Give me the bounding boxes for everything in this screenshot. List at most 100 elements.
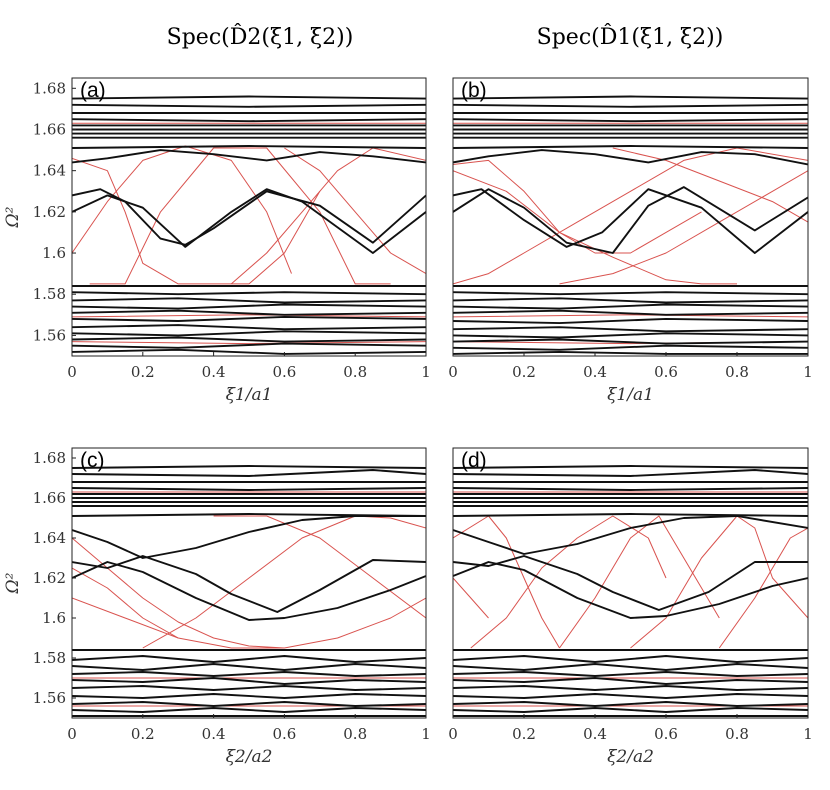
band-black-line (453, 350, 808, 355)
band-black-line (72, 145, 426, 149)
panel-label: (d) (461, 449, 487, 472)
band-black-line (72, 555, 426, 613)
band-black-line (72, 513, 426, 517)
y-tick-label: 1.62 (33, 203, 66, 221)
x-tick-label: 0.6 (654, 363, 678, 381)
band-black-line (453, 297, 808, 304)
x-tick-label: 0.2 (131, 363, 155, 381)
band-black-line (453, 513, 808, 517)
series-group (72, 465, 426, 717)
band-black-line (453, 303, 808, 310)
x-tick-label: 0.4 (202, 725, 226, 743)
y-tick-label: 1.64 (33, 529, 66, 547)
x-tick-label: 1 (803, 363, 813, 381)
band-red-line (89, 147, 391, 285)
y-tick-label: 1.6 (42, 609, 66, 627)
band-black-line (72, 487, 426, 491)
band-black-line (453, 487, 808, 491)
x-tick-label: 0.4 (202, 363, 226, 381)
band-black-line (72, 297, 426, 304)
band-black-line (72, 118, 426, 123)
band-black-line (72, 465, 426, 469)
y-axis-label: Ω² (3, 206, 23, 228)
x-axis-label: ξ2/a2 (226, 747, 273, 767)
band-black-line (453, 149, 808, 166)
band-black-line (72, 677, 426, 685)
x-tick-label: 0.8 (725, 725, 749, 743)
band-black-line (72, 95, 426, 100)
band-red-line (453, 170, 737, 285)
panel-label: (a) (80, 79, 106, 102)
band-red-line (72, 314, 426, 318)
band-black-line (453, 344, 808, 351)
band-black-line (72, 309, 426, 316)
x-tick-label: 0.2 (131, 725, 155, 743)
band-black-line (453, 145, 808, 149)
band-red-line (72, 145, 292, 274)
y-axis-label: Ω² (3, 572, 23, 594)
band-black-line (453, 515, 808, 555)
band-black-line (453, 561, 808, 619)
x-tick-label: 1 (803, 725, 813, 743)
band-black-line (72, 515, 426, 559)
band-black-line (72, 149, 426, 164)
y-tick-label: 1.66 (33, 489, 66, 507)
x-tick-label: 0 (67, 725, 77, 743)
band-black-line (72, 188, 426, 246)
band-red-line (718, 527, 808, 649)
band-red-line (470, 515, 667, 649)
x-tick-label: 1 (421, 363, 431, 381)
band-black-line (72, 701, 426, 707)
band-red-line (559, 515, 720, 649)
band-red-line (453, 147, 808, 285)
band-black-line (72, 324, 426, 331)
band-black-line (453, 677, 808, 685)
band-red-line (453, 314, 808, 318)
y-tick-label: 1.68 (33, 449, 66, 467)
y-tick-label: 1.56 (33, 689, 66, 707)
band-red-line (72, 567, 179, 639)
x-tick-label: 0.4 (583, 363, 607, 381)
y-tick-label: 1.64 (33, 162, 66, 180)
x-tick-label: 0.8 (343, 725, 367, 743)
band-black-line (72, 103, 426, 108)
band-black-line (453, 338, 808, 345)
x-tick-label: 0.8 (725, 363, 749, 381)
x-axis-label: ξ1/a1 (607, 385, 654, 405)
band-black-line (72, 330, 426, 337)
band-black-line (453, 701, 808, 707)
band-red-line (453, 159, 702, 254)
band-black-line (72, 342, 426, 349)
band-red-line (630, 515, 808, 649)
band-black-line (72, 655, 426, 663)
x-tick-label: 0.2 (512, 725, 536, 743)
x-tick-label: 0.6 (272, 725, 296, 743)
y-tick-label: 1.66 (33, 120, 66, 138)
panel-d: 0 0.2 0.4 0.6 0.8 1 ξ2/a2 (d) (448, 447, 813, 767)
band-red-line (230, 147, 426, 285)
band-black-line (72, 291, 426, 296)
band-black-line (72, 663, 426, 671)
band-red-line (284, 147, 426, 275)
series-group (453, 465, 808, 717)
band-black-line (72, 707, 426, 713)
band-black-line (453, 291, 808, 296)
band-red-line (453, 577, 489, 619)
band-red-line (142, 515, 426, 649)
y-tick-label: 1.68 (33, 79, 66, 97)
panel-label: (c) (80, 449, 105, 472)
x-tick-label: 0.4 (583, 725, 607, 743)
series-group (453, 95, 808, 355)
band-black-line (453, 118, 808, 123)
band-red-line (72, 597, 426, 649)
band-black-line (453, 663, 808, 671)
band-black-line (453, 685, 808, 691)
band-black-line (72, 315, 426, 322)
y-tick-label: 1.58 (33, 649, 66, 667)
plot-frame (71, 447, 427, 719)
x-tick-label: 0 (448, 725, 458, 743)
band-black-line (72, 469, 426, 477)
band-black-line (453, 555, 808, 611)
band-black-line (453, 317, 808, 325)
